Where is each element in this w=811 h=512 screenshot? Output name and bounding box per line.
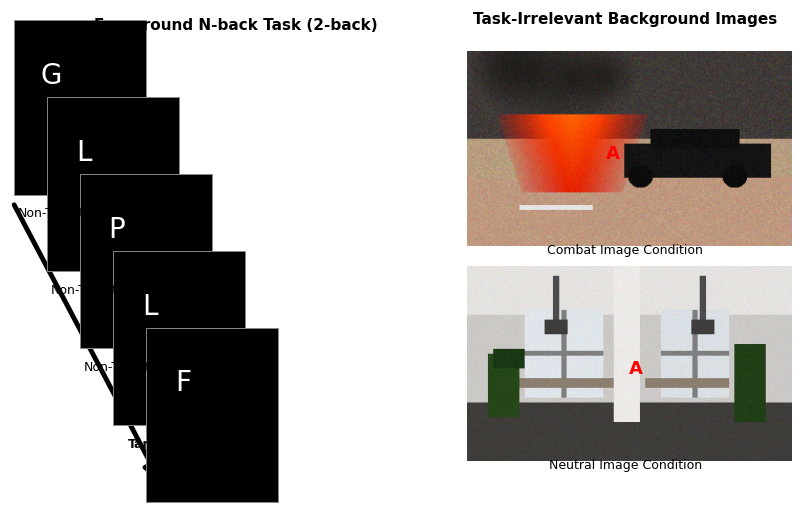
- Text: L: L: [76, 139, 92, 167]
- Bar: [14, 20, 146, 195]
- Text: Neutral Image Condition: Neutral Image Condition: [548, 459, 701, 472]
- Text: Task-Irrelevant Background Images: Task-Irrelevant Background Images: [473, 12, 776, 27]
- Text: Non-Target: Non-Target: [18, 207, 84, 220]
- Text: G: G: [41, 62, 62, 90]
- Text: A: A: [605, 145, 620, 163]
- Text: Target: Target: [127, 438, 172, 451]
- Bar: [146, 328, 277, 502]
- Text: Non-Target: Non-Target: [84, 361, 150, 374]
- Text: Foreground N-back Task (2-back): Foreground N-back Task (2-back): [93, 18, 377, 33]
- Bar: [113, 251, 245, 425]
- Bar: [47, 97, 178, 271]
- Text: F: F: [174, 369, 191, 397]
- Text: P: P: [109, 216, 125, 244]
- Text: L: L: [142, 292, 157, 321]
- Text: Non-Target: Non-Target: [50, 284, 118, 297]
- Text: Combat Image Condition: Combat Image Condition: [547, 244, 702, 257]
- Bar: [80, 174, 212, 348]
- Text: A: A: [628, 360, 642, 378]
